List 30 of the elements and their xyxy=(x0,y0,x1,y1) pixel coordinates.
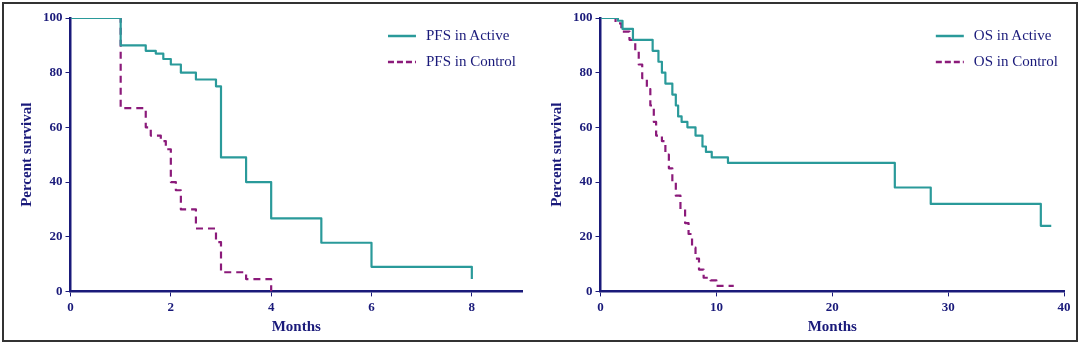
legend-label: OS in Control xyxy=(973,52,1059,69)
legend-label: PFS in Control xyxy=(425,52,516,69)
y-tick-label: 40 xyxy=(579,173,593,189)
x-tick-label: 10 xyxy=(709,298,723,314)
x-tick-label: 6 xyxy=(368,298,376,314)
y-tick-label: 100 xyxy=(573,9,593,25)
y-tick-label: 80 xyxy=(49,64,63,80)
y-tick-label: 60 xyxy=(49,118,63,134)
y-tick-label: 0 xyxy=(56,282,63,298)
x-axis-title: Months xyxy=(807,317,857,334)
x-tick-label: 40 xyxy=(1057,298,1071,314)
x-tick-label: 0 xyxy=(597,298,604,314)
y-tick-label: 20 xyxy=(579,228,593,244)
x-tick-label: 2 xyxy=(167,298,175,314)
x-tick-label: 8 xyxy=(468,298,476,314)
y-tick-label: 0 xyxy=(586,282,593,298)
y-axis-title: Percent survival xyxy=(547,102,564,207)
x-tick-label: 30 xyxy=(941,298,955,314)
y-axis-title: Percent survival xyxy=(17,102,34,207)
y-tick-label: 20 xyxy=(49,228,63,244)
y-tick-label: 60 xyxy=(579,118,593,134)
y-tick-label: 100 xyxy=(43,9,63,25)
x-tick-label: 20 xyxy=(825,298,839,314)
y-tick-label: 80 xyxy=(579,64,593,80)
x-tick-label: 4 xyxy=(267,298,275,314)
x-axis-title: Months xyxy=(271,317,321,334)
y-tick-label: 40 xyxy=(49,173,63,189)
legend-label: PFS in Active xyxy=(425,26,510,43)
legend-label: OS in Active xyxy=(973,26,1052,43)
x-tick-label: 0 xyxy=(67,298,74,314)
